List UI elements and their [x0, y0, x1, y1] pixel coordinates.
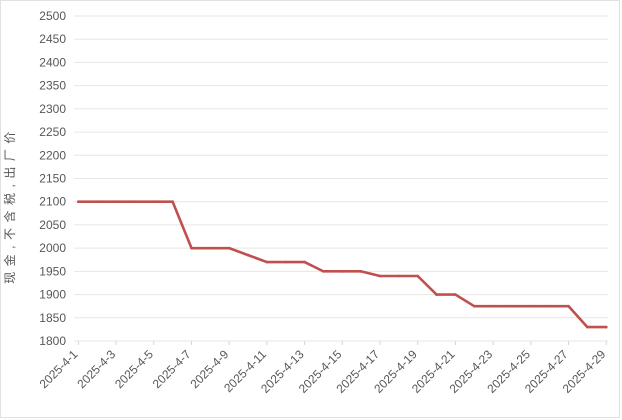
svg-text:1800: 1800	[39, 334, 66, 348]
svg-text:2050: 2050	[39, 218, 66, 232]
svg-text:2500: 2500	[39, 9, 66, 23]
svg-text:2025-4-5: 2025-4-5	[112, 347, 156, 391]
svg-text:现金,不含税,出厂价: 现金,不含税,出厂价	[2, 126, 17, 284]
svg-text:2000: 2000	[39, 241, 66, 255]
svg-text:2250: 2250	[39, 125, 66, 139]
svg-text:2400: 2400	[39, 55, 66, 69]
svg-text:1900: 1900	[39, 288, 66, 302]
svg-text:2025-4-3: 2025-4-3	[74, 347, 118, 391]
svg-text:2300: 2300	[39, 102, 66, 116]
svg-text:2025-4-7: 2025-4-7	[150, 347, 194, 391]
svg-text:1850: 1850	[39, 311, 66, 325]
svg-text:2450: 2450	[39, 32, 66, 46]
svg-text:2350: 2350	[39, 79, 66, 93]
svg-text:2200: 2200	[39, 148, 66, 162]
svg-text:2100: 2100	[39, 195, 66, 209]
svg-text:1950: 1950	[39, 264, 66, 278]
svg-text:2025-4-1: 2025-4-1	[37, 347, 81, 391]
svg-text:2150: 2150	[39, 172, 66, 186]
